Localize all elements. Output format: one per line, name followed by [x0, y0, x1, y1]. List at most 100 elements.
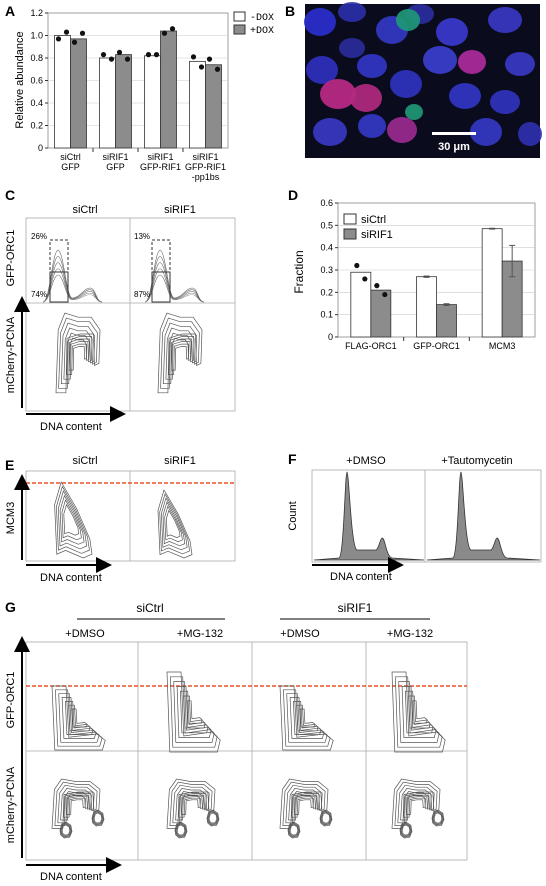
panel-g-xlabel: DNA content — [40, 871, 102, 883]
panel-d-legend: siCtrl siRIF1 — [343, 213, 393, 241]
histogram-tautomycetin — [426, 471, 541, 561]
contour-orc1-sirif1 — [144, 249, 205, 303]
panel-d-ylabel: Fraction — [292, 250, 306, 293]
data-point — [124, 56, 131, 62]
contour-g2-col-2 — [208, 812, 218, 824]
panel-g-ylabel-bottom: mCherry-PCNA — [5, 766, 17, 843]
y-tick-label: 0.6 — [30, 76, 43, 86]
contour-g1-col-4 — [399, 821, 413, 839]
contour-orc1-sictrl — [42, 274, 103, 303]
gate-lower-sictrl — [49, 271, 69, 303]
nucleus — [306, 56, 338, 84]
legend-swatch-sictrl — [343, 213, 357, 225]
panel-letter-g: G — [5, 599, 16, 615]
contour-orc1-col-1 — [61, 697, 97, 739]
contour-g2-col-1 — [93, 811, 103, 825]
panel-g-col-4: +MG-132 — [387, 628, 433, 640]
contour-pcna-sictrl — [63, 327, 93, 380]
panel-letter-e: E — [5, 457, 14, 473]
data-point — [214, 66, 221, 72]
contour-pcna-sirif1 — [165, 327, 195, 380]
data-point — [71, 39, 78, 45]
nucleus — [423, 46, 457, 74]
contour-orc1-sictrl — [42, 262, 103, 303]
contour-orc1-sictrl — [42, 268, 103, 303]
contour-g2-col-4 — [432, 810, 444, 826]
panel-f-xlabel: DNA content — [330, 571, 392, 583]
panel-a-ylabel: Relative abundance — [14, 31, 26, 128]
contour-orc1-sictrl — [42, 249, 103, 303]
y-tick-label: 0.8 — [30, 53, 43, 63]
contour-orc1-col-4 — [398, 681, 440, 743]
contour-mcm3-sictrl — [57, 490, 88, 550]
contour-g2-col-2 — [208, 811, 218, 825]
contour-pcna-sirif1 — [168, 332, 192, 376]
bar-dox — [54, 35, 71, 149]
contour-pcna-sictrl — [55, 312, 101, 394]
nucleus — [304, 8, 336, 36]
contour-g1-col-4 — [401, 824, 411, 836]
panel-e-plot-frame — [25, 470, 236, 562]
bar-sirif1 — [370, 289, 392, 338]
contour-orc1-col-4 — [391, 671, 446, 753]
nucleus — [490, 90, 520, 114]
panel-c-ylabel-bottom: mCherry-PCNA — [5, 316, 17, 393]
y-tick-label: 0.3 — [320, 265, 333, 275]
panel-f-col-tautomycetin: +Tautomycetin — [441, 455, 512, 467]
contour-pcna-col-1 — [60, 788, 92, 821]
y-tick-label: 0.5 — [320, 220, 333, 230]
panel-c-plot-frame — [25, 217, 236, 412]
panel-letter-c: C — [5, 187, 15, 203]
panel-f: +DMSO +Tautomycetin Count DNA content — [287, 455, 542, 583]
data-point — [382, 291, 388, 298]
x-tick-label: siRIF1 — [102, 152, 128, 162]
contour-pcna-col-2 — [172, 784, 210, 824]
contour-orc1-col-4 — [408, 695, 431, 729]
contour-mcm3-sictrl — [61, 499, 82, 541]
contour-orc1-col-3 — [286, 693, 328, 743]
panel-c-col-sirif1: siRIF1 — [164, 204, 196, 216]
contour-pcna-col-2 — [178, 791, 204, 818]
contour-g2-col-4 — [431, 809, 445, 827]
panel-f-plot-frame — [311, 469, 542, 563]
y-tick-label: 0 — [328, 332, 333, 342]
gate-lower-sirif1 — [151, 271, 171, 303]
nucleus — [488, 7, 522, 33]
scale-bar-label: 30 μm — [438, 141, 470, 153]
data-point — [153, 52, 160, 58]
gate-pct-lower-sirif1: 87% — [134, 290, 150, 299]
contour-g1-col-2 — [176, 824, 186, 836]
contour-g2-col-1 — [91, 809, 105, 827]
contour-pcna-sictrl — [68, 337, 88, 371]
contour-pcna-col-2 — [181, 794, 201, 815]
contour-orc1-col-4 — [401, 686, 437, 738]
contour-pcna-col-2 — [175, 788, 207, 821]
x-tick-label: GFP — [61, 162, 80, 172]
contour-g1-col-2 — [174, 821, 188, 839]
bar-dox — [160, 30, 177, 149]
bar-dox — [189, 60, 206, 149]
nucleus — [320, 79, 356, 109]
legend-swatch-sirif1 — [343, 228, 357, 240]
bar-dox — [99, 57, 116, 149]
x-tick-label: MCM3 — [489, 341, 516, 351]
contour-g1-col-2 — [175, 822, 187, 838]
contour-mcm3-sirif1 — [161, 497, 188, 551]
panel-letter-d: D — [288, 187, 298, 203]
contour-mcm3-sictrl — [59, 494, 85, 545]
contour-g1-col-1 — [61, 823, 71, 837]
contour-g1-col-1 — [61, 824, 71, 836]
contour-g2-col-1 — [92, 810, 104, 826]
gate-pct-upper-sirif1: 13% — [134, 232, 150, 241]
legend-label-plus-dox: +DOX — [250, 26, 274, 37]
contour-g1-col-2 — [176, 823, 186, 837]
contour-g1-col-4 — [401, 823, 411, 837]
contour-orc1-col-3 — [289, 697, 325, 739]
panel-a-bar-chart: 00.20.40.60.81.01.2siCtrlGFPsiRIF1GFPsiR… — [30, 8, 229, 182]
contour-orc1-col-2 — [180, 690, 209, 734]
legend-label-minus-dox: -DOX — [250, 13, 274, 24]
contour-g1-col-3 — [287, 821, 301, 839]
data-point — [169, 26, 176, 32]
bar-dox — [115, 54, 132, 149]
contour-g1-col-3 — [288, 822, 300, 838]
